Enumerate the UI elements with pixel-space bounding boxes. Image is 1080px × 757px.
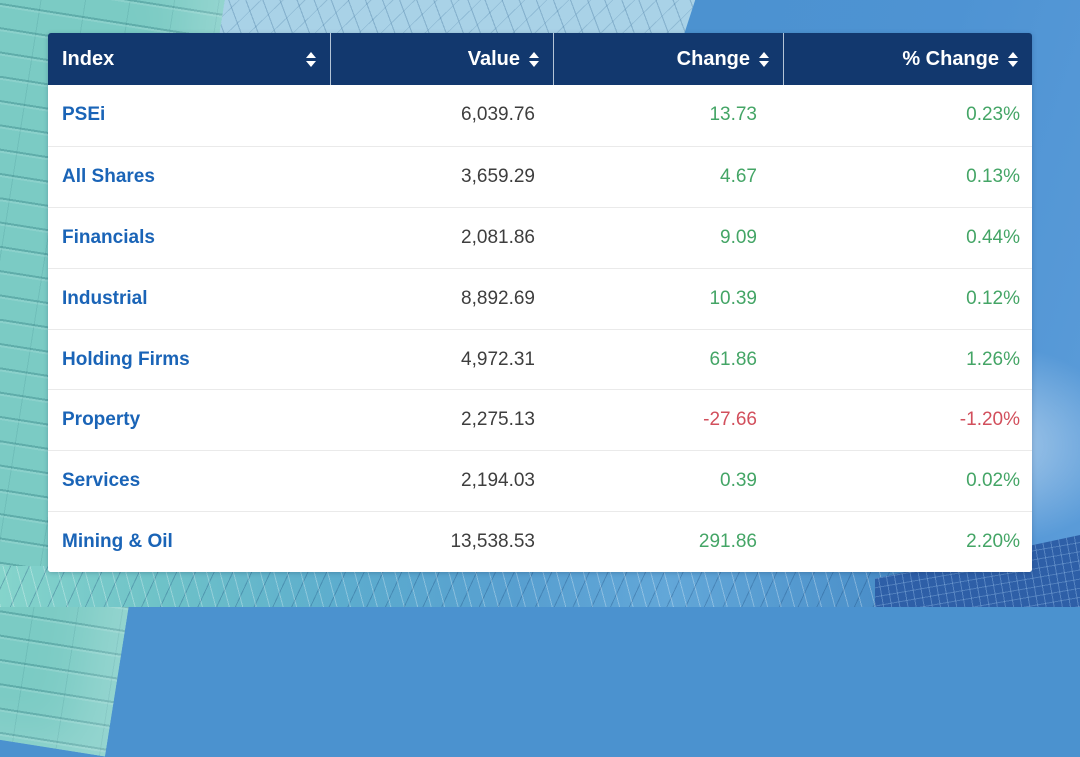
column-header-pct-change[interactable]: % Change <box>783 33 1032 85</box>
pct-change-cell: 1.26% <box>966 348 1020 370</box>
pct-change-cell: 2.20% <box>966 531 1020 553</box>
change-cell: 10.39 <box>709 287 757 309</box>
table-row: Property 2,275.13 -27.66 -1.20% <box>48 389 1032 451</box>
index-link[interactable]: Industrial <box>62 287 148 309</box>
table-row: Holding Firms 4,972.31 61.86 1.26% <box>48 328 1032 390</box>
column-header-index[interactable]: Index <box>48 33 330 85</box>
value-cell: 2,194.03 <box>461 470 535 492</box>
change-cell: 291.86 <box>698 531 757 553</box>
change-cell: 9.09 <box>720 226 757 248</box>
index-cell: Mining & Oil <box>48 531 330 553</box>
column-header-index-label: Index <box>62 47 115 70</box>
index-cell: PSEi <box>48 104 330 126</box>
column-header-change[interactable]: Change <box>553 33 783 85</box>
change-cell: 61.86 <box>709 348 757 370</box>
value-cell: 3,659.29 <box>461 165 535 187</box>
pct-change-cell: 0.44% <box>966 226 1020 248</box>
pct-change-cell: 0.23% <box>966 104 1020 126</box>
column-header-change-label: Change <box>676 47 750 70</box>
change-cell: 0.39 <box>720 470 757 492</box>
sort-arrows-icon[interactable] <box>759 51 769 67</box>
value-cell: 6,039.76 <box>461 104 535 126</box>
index-cell: Property <box>48 409 330 431</box>
value-cell: 8,892.69 <box>461 287 535 309</box>
index-cell: Industrial <box>48 288 330 310</box>
table-row: Industrial 8,892.69 10.39 0.12% <box>48 267 1032 329</box>
index-link[interactable]: Holding Firms <box>62 348 190 370</box>
table-row: Financials 2,081.86 9.09 0.44% <box>48 206 1032 268</box>
value-cell: 2,275.13 <box>461 409 535 431</box>
index-link[interactable]: All Shares <box>62 165 155 187</box>
index-link[interactable]: Financials <box>62 226 155 248</box>
index-link[interactable]: PSEi <box>62 104 106 126</box>
index-link[interactable]: Mining & Oil <box>62 531 173 553</box>
column-header-value-label: Value <box>467 47 520 70</box>
pct-change-cell: 0.02% <box>966 470 1020 492</box>
indices-table: Index Value Change % Change PSEi 6,039.7… <box>48 33 1032 573</box>
table-row: PSEi 6,039.76 13.73 0.23% <box>48 85 1032 146</box>
table-row: All Shares 3,659.29 4.67 0.13% <box>48 145 1032 207</box>
column-header-value[interactable]: Value <box>330 33 553 85</box>
pct-change-cell: 0.12% <box>966 287 1020 309</box>
index-link[interactable]: Property <box>62 409 141 431</box>
index-cell: Holding Firms <box>48 349 330 371</box>
index-cell: Financials <box>48 227 330 249</box>
change-cell: -27.66 <box>703 409 757 431</box>
pct-change-cell: -1.20% <box>959 409 1020 431</box>
sort-arrows-icon[interactable] <box>529 51 539 67</box>
index-link[interactable]: Services <box>62 470 141 492</box>
pct-change-cell: 0.13% <box>966 165 1020 187</box>
index-cell: Services <box>48 470 330 492</box>
value-cell: 2,081.86 <box>461 226 535 248</box>
value-cell: 4,972.31 <box>461 348 535 370</box>
table-row: Mining & Oil 13,538.53 291.86 2.20% <box>48 511 1032 573</box>
change-cell: 4.67 <box>720 165 757 187</box>
sort-arrows-icon[interactable] <box>306 51 316 67</box>
index-cell: All Shares <box>48 166 330 188</box>
change-cell: 13.73 <box>709 104 757 126</box>
table-body: PSEi 6,039.76 13.73 0.23% All Shares 3,6… <box>48 85 1032 573</box>
table-row: Services 2,194.03 0.39 0.02% <box>48 450 1032 512</box>
column-header-pct-change-label: % Change <box>902 47 999 70</box>
table-header-row: Index Value Change % Change <box>48 33 1032 85</box>
sort-arrows-icon[interactable] <box>1008 51 1018 67</box>
value-cell: 13,538.53 <box>450 531 535 553</box>
